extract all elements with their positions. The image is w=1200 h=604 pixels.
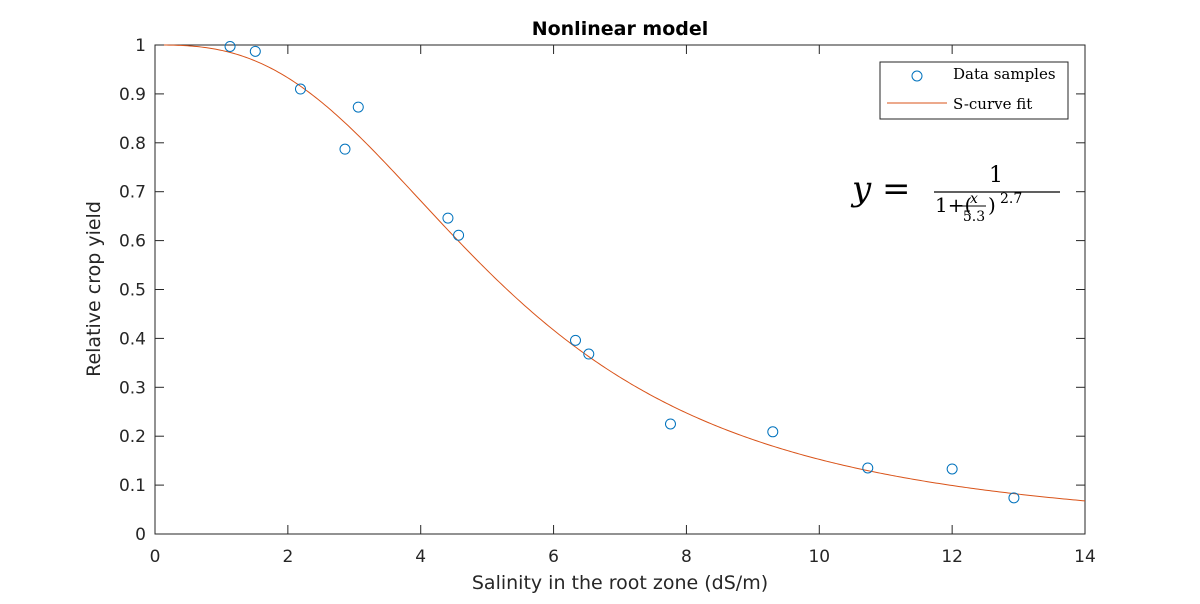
equation-close-paren: ) (988, 193, 996, 217)
x-tick-label: 10 (808, 547, 830, 567)
x-tick-label: 6 (548, 547, 559, 567)
chart-title: Nonlinear model (532, 18, 709, 40)
equation-annotation: y = 1 1+( x 5.3 ) 2.7 (850, 163, 1060, 225)
equation-inner-numerator: x (970, 191, 978, 207)
data-point (442, 212, 454, 224)
legend-marker-data-samples (911, 70, 923, 82)
y-tick-label: 0 (135, 525, 146, 545)
tick-layer: 0 2 4 6 8 10 12 14 0 0.1 0.2 0.3 0.4 0.5 0.6 0.7 0.8 0.9 1 (119, 36, 1096, 567)
plot-area (154, 44, 1086, 535)
y-tick-label: 0.7 (119, 183, 146, 203)
equation-denominator: 1+( (935, 193, 972, 217)
x-tick-label: 12 (941, 547, 963, 567)
x-tick-label: 2 (282, 547, 293, 567)
data-point (339, 143, 351, 155)
y-tick-label: 0.1 (119, 476, 146, 496)
y-tick-label: 0.9 (119, 85, 146, 105)
data-point (352, 101, 364, 113)
x-tick-label: 14 (1074, 547, 1096, 567)
fit-line-layer (155, 44, 1086, 502)
legend: Data samples S-curve fit (879, 61, 1069, 120)
y-axis-label: Relative crop yield (83, 201, 105, 377)
y-tick-label: 0.6 (119, 232, 146, 252)
data-point (583, 348, 595, 360)
s-curve-fit-line (155, 44, 1086, 502)
y-tick-label: 1 (135, 36, 146, 56)
equation-lhs: y = (850, 169, 911, 209)
data-point (453, 229, 465, 241)
data-point (1008, 492, 1020, 504)
legend-box (879, 61, 1069, 120)
data-marker-layer (224, 40, 1020, 504)
x-tick-label: 0 (150, 547, 161, 567)
y-tick-label: 0.8 (119, 134, 146, 154)
legend-label-s-curve-fit: S-curve fit (953, 95, 1032, 113)
data-point (224, 40, 236, 52)
data-point (862, 462, 874, 474)
data-point (767, 426, 779, 438)
data-point (946, 463, 958, 475)
equation-exponent: 2.7 (1000, 191, 1022, 207)
y-tick-label: 0.5 (119, 281, 146, 301)
x-tick-label: 4 (415, 547, 426, 567)
y-tick-label: 0.2 (119, 427, 146, 447)
data-point (294, 83, 306, 95)
data-point (569, 334, 581, 346)
data-point (249, 45, 261, 57)
legend-label-data-samples: Data samples (953, 65, 1056, 83)
y-tick-label: 0.3 (119, 378, 146, 398)
y-tick-label: 0.4 (119, 329, 146, 349)
x-axis-label: Salinity in the root zone (dS/m) (472, 572, 768, 594)
x-tick-label: 8 (681, 547, 692, 567)
equation-numerator: 1 (989, 163, 1003, 188)
data-point (664, 418, 676, 430)
equation-inner-denominator: 5.3 (963, 209, 985, 225)
